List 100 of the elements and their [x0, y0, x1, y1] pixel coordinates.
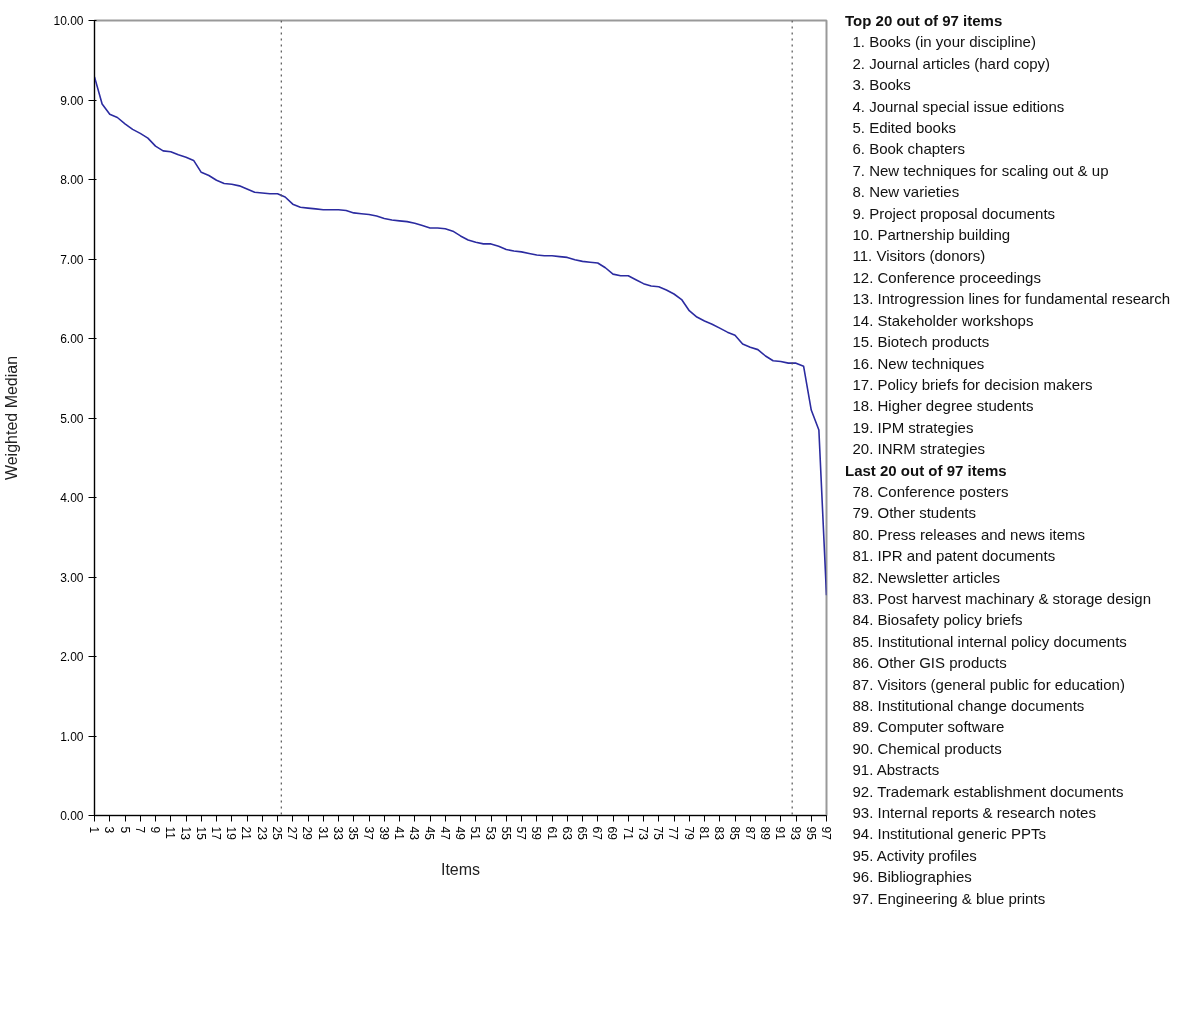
- x-tick-label: 81: [697, 826, 711, 841]
- x-tick-label: 37: [361, 826, 376, 841]
- y-tick-label: 5.00: [60, 411, 84, 426]
- text: 19. IPM strategies: [851, 417, 975, 438]
- x-tick-label: 87: [742, 826, 757, 841]
- x-tick-label: 47: [437, 826, 452, 841]
- text: 1. Books (in your discipline): [851, 32, 1037, 53]
- x-tick-label: 95: [803, 826, 818, 841]
- x-tick-label: 83: [712, 826, 727, 841]
- x-tick-label: 91: [773, 826, 788, 841]
- text: 83. Post harvest machinary & storage design: [851, 588, 1152, 609]
- x-tick-label: 61: [544, 826, 559, 841]
- text: 3. Books: [851, 75, 912, 96]
- y-tick-label: 9.00: [60, 93, 84, 108]
- x-tick-label: 29: [300, 826, 315, 841]
- text: 14. Stakeholder workshops: [851, 310, 1035, 331]
- y-tick-label: 7.00: [60, 252, 84, 267]
- text: 97. Engineering & blue prints: [851, 888, 1047, 909]
- x-tick-label: 53: [483, 826, 498, 841]
- y-tick-label: 3.00: [60, 570, 84, 585]
- text: 6. Book chapters: [851, 139, 967, 160]
- text: 10. Partnership building: [851, 225, 1012, 246]
- x-tick-label: 43: [407, 826, 422, 841]
- x-tick-label: 85: [727, 826, 742, 841]
- x-tick-label: 13: [178, 826, 193, 841]
- x-tick-label: 41: [392, 826, 406, 841]
- x-tick-label: 3: [102, 826, 117, 834]
- x-tick-label: 33: [331, 826, 345, 841]
- x-tick-label: 1: [87, 826, 101, 834]
- x-tick-label: 51: [468, 826, 483, 841]
- x-axis-title: Items: [440, 860, 481, 878]
- text: 94. Institutional generic PPTs: [851, 824, 1047, 845]
- x-tick-label: 5: [117, 826, 132, 834]
- text: 11. Visitors (donors): [851, 246, 987, 267]
- text: 8. New varieties: [851, 182, 961, 203]
- x-tick-label: 89: [758, 826, 772, 841]
- x-tick-label: 23: [254, 826, 269, 841]
- text: 82. Newsletter articles: [851, 567, 1002, 588]
- x-tick-label: 73: [636, 826, 650, 841]
- x-tick-label: 59: [529, 826, 544, 841]
- x-tick-label: 67: [590, 826, 605, 841]
- text: 92. Trademark establishment documents: [851, 781, 1125, 802]
- y-tick-label: 8.00: [60, 173, 84, 187]
- x-tick-label: 79: [681, 826, 696, 841]
- text: 96. Bibliographies: [851, 867, 973, 888]
- y-tick-label: 1.00: [60, 729, 84, 744]
- x-tick-label: 63: [559, 826, 574, 841]
- x-tick-label: 55: [498, 826, 513, 841]
- text: 20. INRM strategies: [851, 439, 987, 460]
- text: 88. Institutional change documents: [851, 696, 1086, 716]
- x-tick-label: 97: [819, 826, 833, 841]
- text: Top 20 out of 97 items: [845, 11, 1004, 31]
- x-tick-label: 71: [620, 826, 635, 841]
- text: 84. Biosafety policy briefs: [851, 610, 1024, 631]
- text: 13. Introgression lines for fundamental research: [851, 289, 1172, 310]
- x-tick-label: 9: [148, 826, 162, 834]
- text: 15. Biotech products: [851, 332, 991, 353]
- y-tick-label: 4.00: [60, 491, 84, 505]
- text: 81. IPR and patent documents: [851, 546, 1057, 567]
- x-tick-label: 31: [315, 826, 330, 841]
- x-tick-label: 17: [209, 826, 223, 841]
- x-tick-label: 77: [666, 826, 681, 841]
- text: 5. Edited books: [851, 118, 957, 139]
- text: 78. Conference posters: [851, 481, 1010, 502]
- x-tick-label: 11: [163, 826, 178, 840]
- x-tick-label: 39: [376, 826, 391, 841]
- x-tick-label: 15: [193, 826, 208, 841]
- text: 7. New techniques for scaling out & up: [851, 160, 1110, 181]
- x-tick-label: 93: [788, 826, 803, 841]
- x-tick-label: 49: [453, 826, 467, 841]
- x-tick-label: 45: [422, 826, 437, 841]
- text: 91. Abstracts: [851, 760, 941, 781]
- text: 93. Internal reports & research notes: [851, 803, 1097, 824]
- text: 12. Conference proceedings: [851, 267, 1042, 288]
- text: 90. Chemical products: [851, 738, 1003, 759]
- x-tick-label: 21: [239, 826, 254, 841]
- text: 79. Other students: [851, 503, 977, 524]
- x-tick-label: 69: [605, 826, 620, 841]
- x-tick-label: 27: [285, 826, 300, 841]
- y-tick-label: 2.00: [60, 650, 84, 664]
- text: 87. Visitors (general public for education): [851, 674, 1126, 695]
- text: 95. Activity profiles: [851, 845, 978, 866]
- y-axis-title: Weighted Median: [3, 355, 21, 481]
- text: 86. Other GIS products: [851, 653, 1008, 674]
- text: 85. Institutional internal policy documents: [851, 631, 1128, 652]
- text: 89. Computer software: [851, 717, 1006, 738]
- y-tick-label: 10.00: [53, 14, 84, 28]
- x-tick-label: 19: [224, 826, 239, 841]
- text: 80. Press releases and news items: [851, 524, 1087, 545]
- x-tick-label: 25: [270, 826, 284, 841]
- x-tick-label: 75: [651, 826, 666, 841]
- y-tick-label: 0.00: [60, 809, 84, 823]
- x-tick-label: 7: [132, 826, 147, 834]
- text: 16. New techniques: [851, 353, 986, 374]
- x-tick-label: 57: [514, 826, 528, 841]
- text: 2. Journal articles (hard copy): [851, 53, 1052, 74]
- text: 17. Policy briefs for decision makers: [851, 374, 1094, 395]
- text: 4. Journal special issue editions: [851, 96, 1066, 117]
- text: 9. Project proposal documents: [851, 203, 1057, 224]
- x-tick-label: 65: [575, 826, 589, 841]
